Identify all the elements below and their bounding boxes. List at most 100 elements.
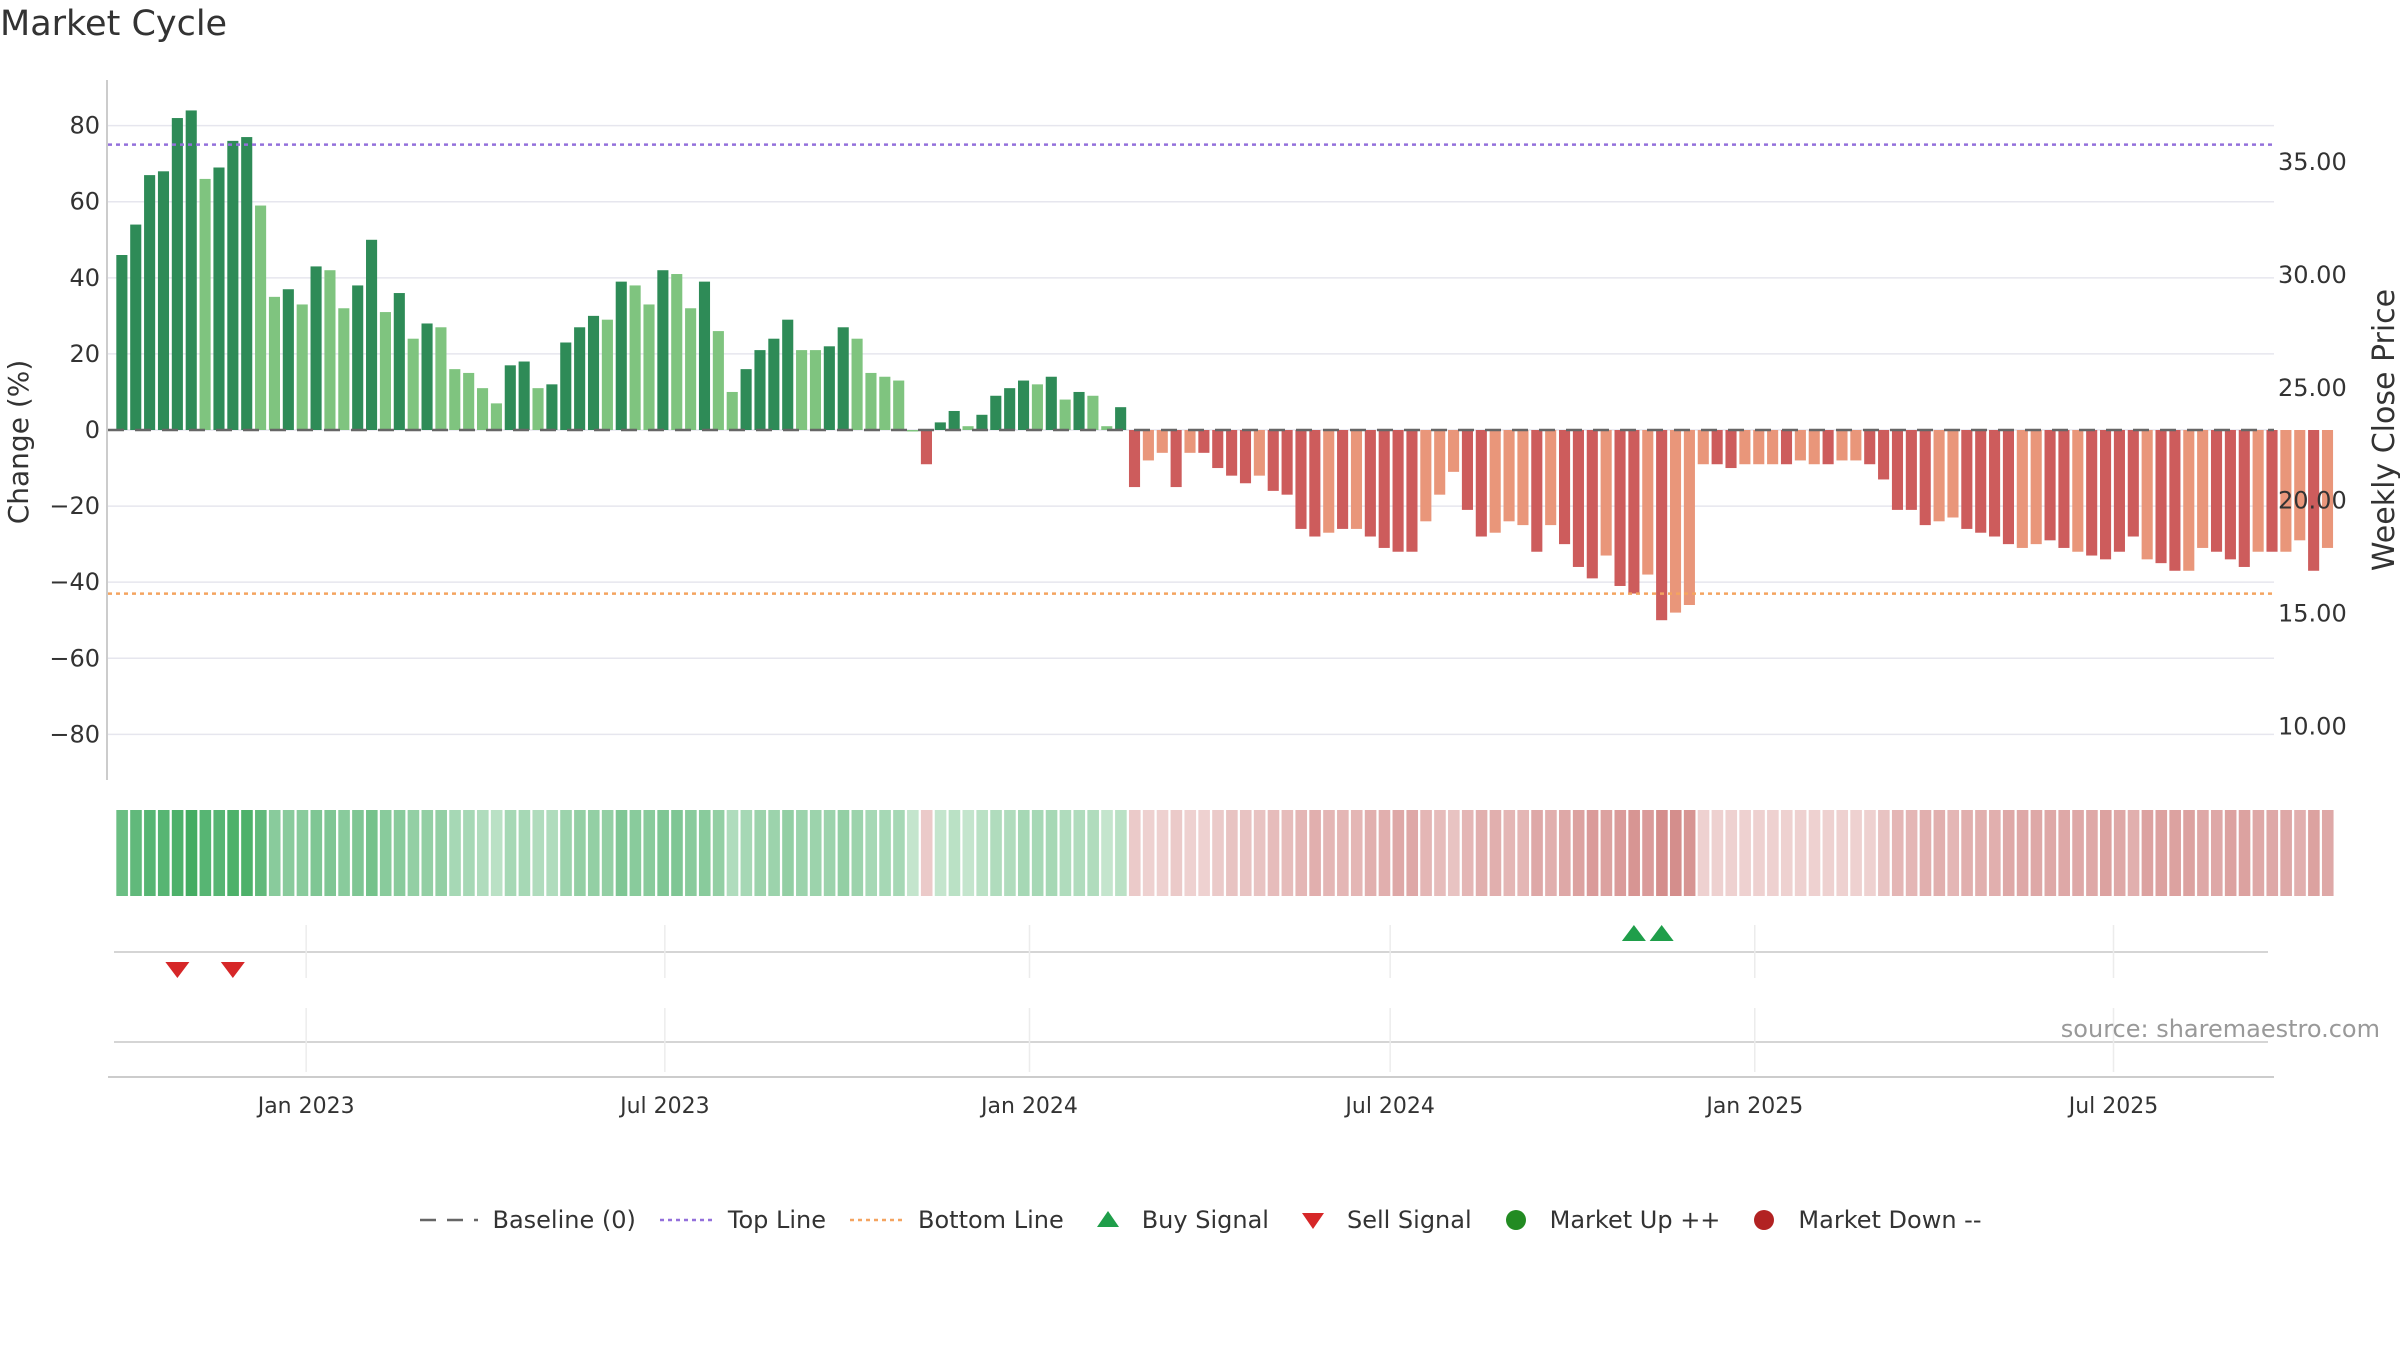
legend-label-baseline: Baseline (0) [492, 1206, 636, 1234]
market-strip-cell [740, 810, 753, 896]
market-strip-cell [213, 810, 226, 896]
bar [1448, 430, 1460, 472]
market-strip-cell [463, 810, 475, 896]
market-strip-cell [2072, 810, 2084, 896]
market-strip-cell [1295, 810, 1308, 896]
market-strip-cell [1392, 810, 1405, 896]
bar [1101, 426, 1113, 430]
x-tick-label: Jul 2025 [2067, 1094, 2159, 1119]
bar [1586, 430, 1598, 579]
market-strip-cell [1434, 810, 1446, 896]
market-strip-cell [1642, 810, 1654, 896]
market-strip-cell [615, 810, 628, 896]
bar [2321, 430, 2334, 548]
bar [893, 380, 905, 430]
bar [2030, 430, 2042, 545]
bar [1531, 430, 1543, 552]
bar [1975, 430, 1987, 533]
market-strip-cell [893, 810, 905, 896]
market-strip-cell [2169, 810, 2181, 896]
market-strip-cell [1683, 810, 1696, 896]
market-strip-cell [268, 810, 281, 896]
market-strip-cell [130, 810, 142, 896]
market-strip-cell [1031, 810, 1044, 896]
market-strip-cell [837, 810, 850, 896]
bar [1545, 430, 1557, 526]
bar [657, 270, 669, 430]
market-strip-cell [2321, 810, 2334, 896]
bar [1406, 430, 1418, 552]
market-strip-cell [1323, 810, 1335, 896]
market-strip-cell [2100, 810, 2112, 896]
bar [1808, 430, 1820, 465]
bar [1656, 430, 1668, 621]
bar [712, 331, 724, 430]
bar [407, 338, 419, 430]
bar [2002, 430, 2015, 545]
bar [490, 403, 502, 430]
market-strip-cell [1004, 810, 1016, 896]
market-strip-cell [1087, 810, 1099, 896]
bar [1212, 430, 1224, 469]
market-strip-cell [1198, 810, 1210, 896]
bar [1350, 430, 1363, 529]
market-strip-cell [1989, 810, 2001, 896]
market-strip-cell [1059, 810, 1072, 896]
market-strip-cell [338, 810, 350, 896]
bar [282, 289, 294, 430]
bar [255, 205, 267, 430]
bar [1669, 430, 1682, 613]
bar [1905, 430, 1917, 510]
market-strip-cell [1600, 810, 1613, 896]
market-strip-cell [726, 810, 739, 896]
y2-tick-label: 25.00 [2278, 374, 2347, 402]
market-strip-cell [1836, 810, 1849, 896]
market-strip-cell [1891, 810, 1904, 896]
market-strip-cell [1281, 810, 1294, 896]
bar [199, 178, 211, 430]
bar [2155, 430, 2167, 564]
market-strip-cell [2308, 810, 2320, 896]
market-strip-cell [1503, 810, 1516, 896]
x-tick-label: Jul 2024 [1343, 1094, 1435, 1119]
legend-item-top-line: Top Line [658, 1206, 826, 1234]
market-strip-cell [671, 810, 683, 896]
bar [1073, 391, 1085, 430]
market-strip-cell [1337, 810, 1349, 896]
bar [1767, 430, 1779, 465]
market-strip-cell [379, 810, 392, 896]
market-strip-cell [1628, 810, 1640, 896]
bar [1822, 430, 1834, 465]
market-strip-cell [185, 810, 198, 896]
market-strip-cell [366, 810, 378, 896]
market-strip-cell [1725, 810, 1738, 896]
bar [809, 350, 822, 430]
bar [2086, 430, 2098, 556]
market-strip-cell [1309, 810, 1321, 896]
bar [1864, 430, 1876, 465]
legend-item-market-down: Market Down -- [1742, 1206, 1982, 1234]
bar [1017, 380, 1030, 430]
bar [2016, 430, 2028, 548]
market-strip-cell [1559, 810, 1571, 896]
x-tick-label: Jan 2025 [1704, 1094, 1803, 1119]
bar [546, 384, 558, 430]
bar [213, 167, 225, 430]
bar [1947, 430, 1959, 518]
bar [2113, 430, 2125, 552]
market-strip-cell [2252, 810, 2265, 896]
bar [130, 224, 142, 430]
market-strip-cell [1239, 810, 1252, 896]
market-strip-cell [421, 810, 434, 896]
market-strip-cell [1947, 810, 1960, 896]
bar [1572, 430, 1584, 567]
bar [1253, 430, 1265, 476]
bar [601, 319, 613, 430]
market-strip-cell [255, 810, 267, 896]
bar [990, 395, 1002, 430]
market-strip-cell [782, 810, 794, 896]
legend-item-market-up: Market Up ++ [1494, 1206, 1720, 1234]
bar [962, 426, 974, 430]
market-strip-cell [1531, 810, 1543, 896]
bar [2238, 430, 2250, 567]
